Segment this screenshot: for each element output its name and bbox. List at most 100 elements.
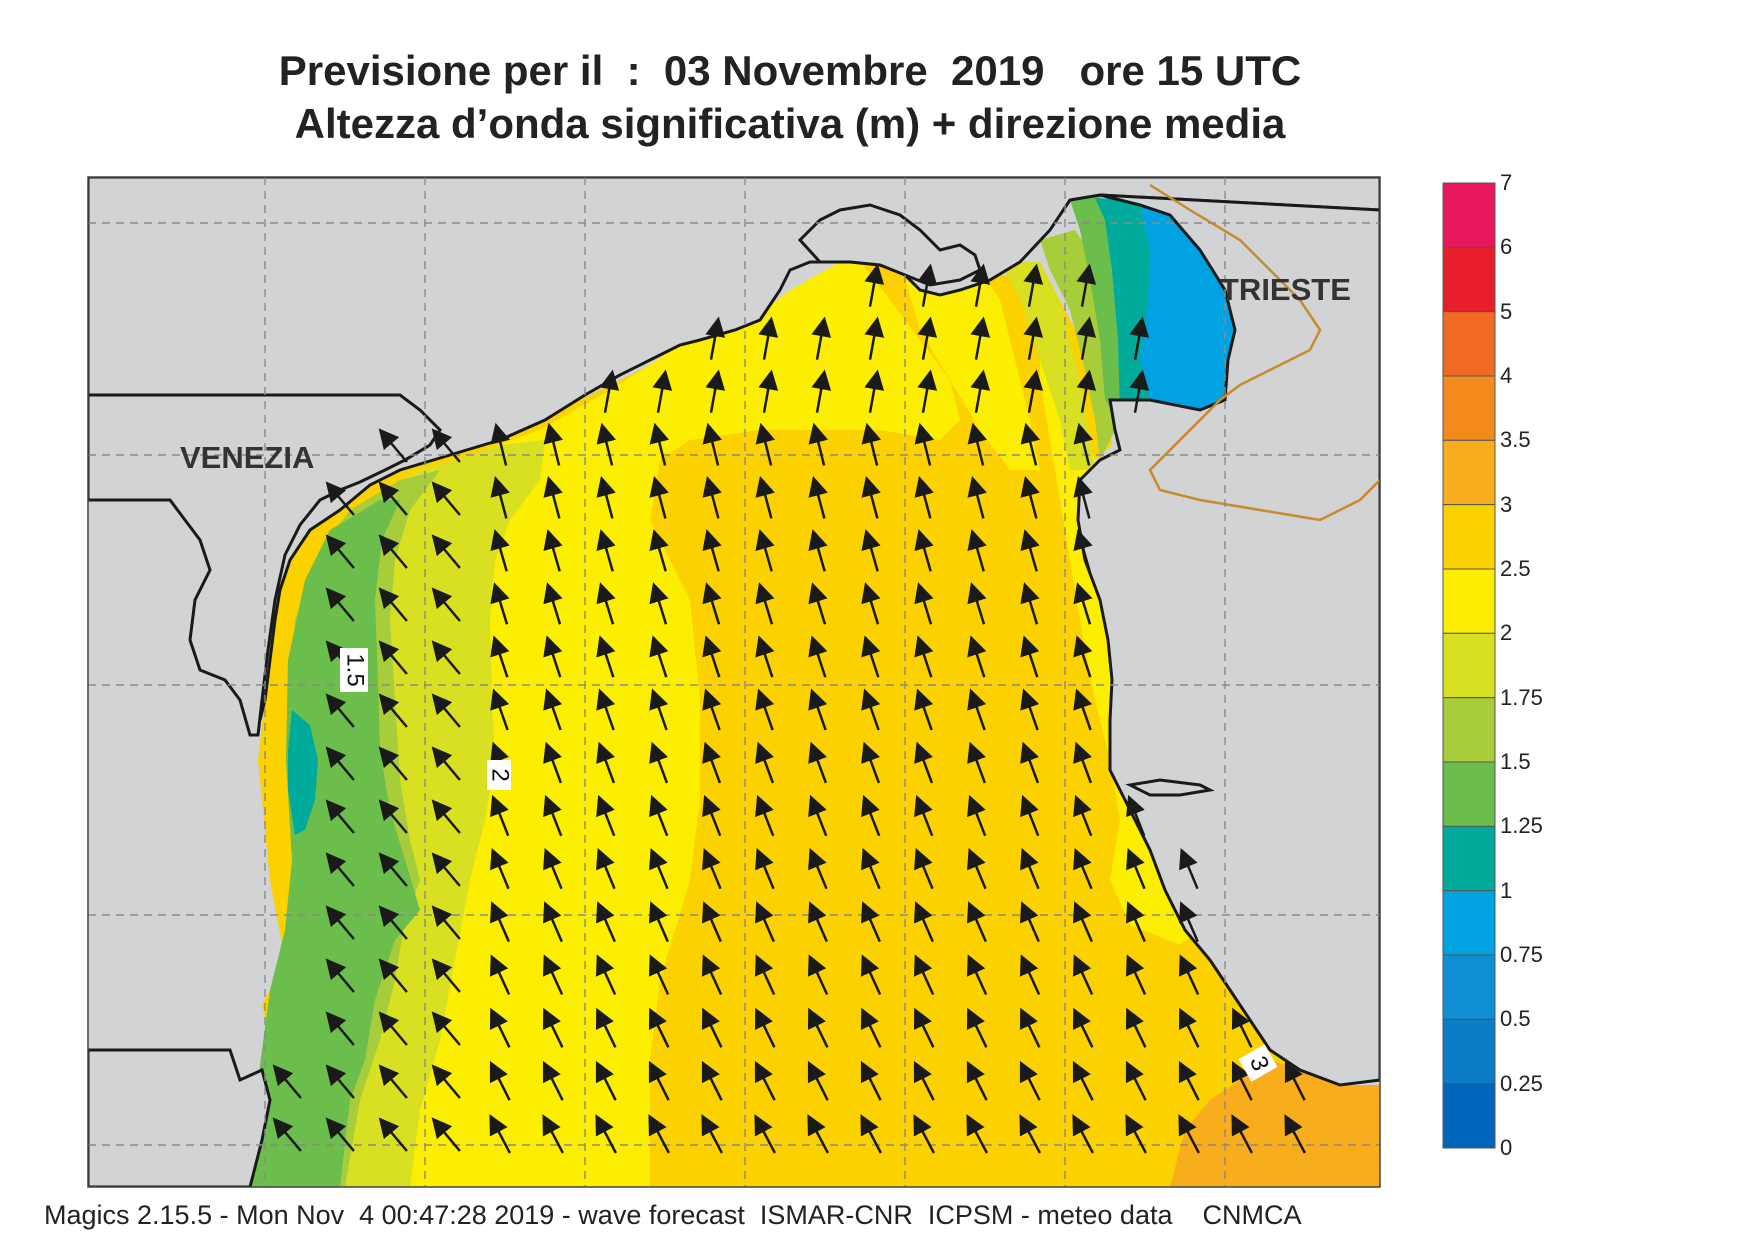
wave-arrow — [967, 741, 987, 784]
wave-arrow — [967, 848, 987, 890]
wave-arrow — [917, 316, 938, 360]
wave-arrow — [967, 794, 987, 837]
wave-arrow — [1125, 1114, 1148, 1154]
wave-arrow — [490, 848, 510, 890]
wave-arrow — [325, 534, 355, 569]
wave-arrow — [702, 635, 722, 678]
wave-arrow — [1126, 901, 1146, 943]
wave-arrow — [378, 799, 408, 834]
wave-arrow — [1284, 1114, 1307, 1154]
legend-label: 0.25 — [1500, 1070, 1543, 1096]
wave-arrow — [967, 688, 987, 731]
title-line-1: Previsione per il : 03 Novembre 2019 ore… — [278, 47, 1302, 94]
map-title: Previsione per il : 03 Novembre 2019 ore… — [0, 44, 1580, 150]
wave-arrow — [861, 475, 881, 519]
wave-arrow — [378, 428, 408, 463]
wave-arrow — [913, 954, 935, 996]
wave-arrow — [1019, 1007, 1041, 1048]
contour-label-text-2: 2 — [487, 768, 514, 781]
wave-arrow — [966, 1060, 988, 1101]
city-label-trieste: TRIESTE — [1220, 272, 1351, 307]
wave-arrow — [1284, 1060, 1306, 1101]
wave-arrow — [596, 635, 616, 678]
wave-arrow — [808, 582, 828, 625]
legend-label: 6 — [1500, 234, 1513, 260]
wave-arrow — [1023, 316, 1044, 360]
wave-arrow — [1178, 1114, 1201, 1154]
wave-arrow — [543, 635, 563, 678]
wave-arrow — [914, 529, 934, 572]
wave-arrow — [970, 369, 991, 413]
wave-arrow — [967, 475, 987, 519]
wave-arrow — [1020, 901, 1040, 943]
legend-swatch — [1442, 311, 1496, 377]
wave-arrow — [490, 794, 510, 837]
wave-arrow — [1129, 369, 1150, 413]
wave-arrow — [807, 1114, 830, 1154]
wave-arrow — [808, 794, 828, 837]
wave-arrow — [758, 369, 779, 413]
wave-arrow — [808, 422, 829, 466]
wave-arrow — [702, 422, 723, 466]
wave-arrow — [431, 534, 461, 569]
wave-arrow — [543, 901, 563, 943]
legend-swatch — [1442, 632, 1496, 699]
wave-arrow — [702, 582, 722, 625]
legend-label: 3 — [1500, 491, 1513, 517]
wave-arrow — [755, 475, 775, 519]
wave-arrow — [808, 688, 828, 731]
wave-arrow — [649, 529, 669, 572]
wave-arrow — [543, 475, 563, 519]
wave-arrow — [914, 794, 934, 837]
wave-arrow — [967, 529, 987, 572]
wave-arrow — [489, 1007, 511, 1048]
wave-arrow — [378, 1011, 408, 1046]
wave-arrow — [1019, 1060, 1041, 1101]
wave-arrow — [701, 954, 723, 996]
wave-arrow — [1020, 582, 1040, 625]
wave-arrow — [1126, 794, 1146, 837]
wave-arrow — [755, 848, 775, 890]
wave-arrow — [755, 688, 775, 731]
contour-label-3: 3 — [1238, 1044, 1278, 1082]
wave-arrow — [1020, 848, 1040, 890]
wave-arrow — [649, 794, 669, 837]
wave-arrow — [1020, 635, 1040, 678]
wave-arrow — [702, 901, 722, 943]
wave-arrow — [702, 475, 722, 519]
band-1-1.25-west — [288, 710, 318, 835]
legend-label: 7 — [1500, 170, 1513, 195]
legend-swatch — [1442, 890, 1496, 956]
wave-arrow — [1073, 794, 1093, 837]
wave-arrow — [542, 1114, 565, 1154]
legend-swatch — [1442, 246, 1496, 313]
wave-arrow — [325, 1064, 355, 1099]
map-area — [88, 177, 1380, 1187]
wave-arrow — [1076, 369, 1097, 413]
wave-arrow — [378, 640, 408, 675]
wave-arrow — [913, 1007, 935, 1048]
wave-arrow — [595, 1060, 617, 1101]
wave-arrow — [861, 901, 881, 943]
wave-arrow — [861, 741, 881, 784]
wave-arrow — [701, 1060, 723, 1101]
wave-arrow — [755, 529, 775, 572]
wave-arrow — [808, 901, 828, 943]
wave-arrow — [914, 635, 934, 678]
wave-arrow — [1178, 1060, 1200, 1101]
wave-arrow — [1073, 741, 1093, 784]
wave-arrow — [325, 746, 355, 781]
wave-arrow — [702, 794, 722, 837]
legend-label: 0 — [1500, 1135, 1513, 1160]
wave-arrow — [808, 848, 828, 890]
wave-arrow — [1073, 901, 1093, 943]
wave-arrow — [755, 582, 775, 625]
legend-label: 1.75 — [1500, 684, 1543, 710]
wave-arrow — [1020, 794, 1040, 837]
legend-swatch — [1442, 1083, 1496, 1149]
wave-arrow — [967, 901, 987, 943]
wave-arrow — [914, 848, 934, 890]
wave-arrow — [1072, 1060, 1094, 1101]
wave-arrow — [755, 422, 776, 466]
wave-arrow — [754, 1060, 776, 1101]
